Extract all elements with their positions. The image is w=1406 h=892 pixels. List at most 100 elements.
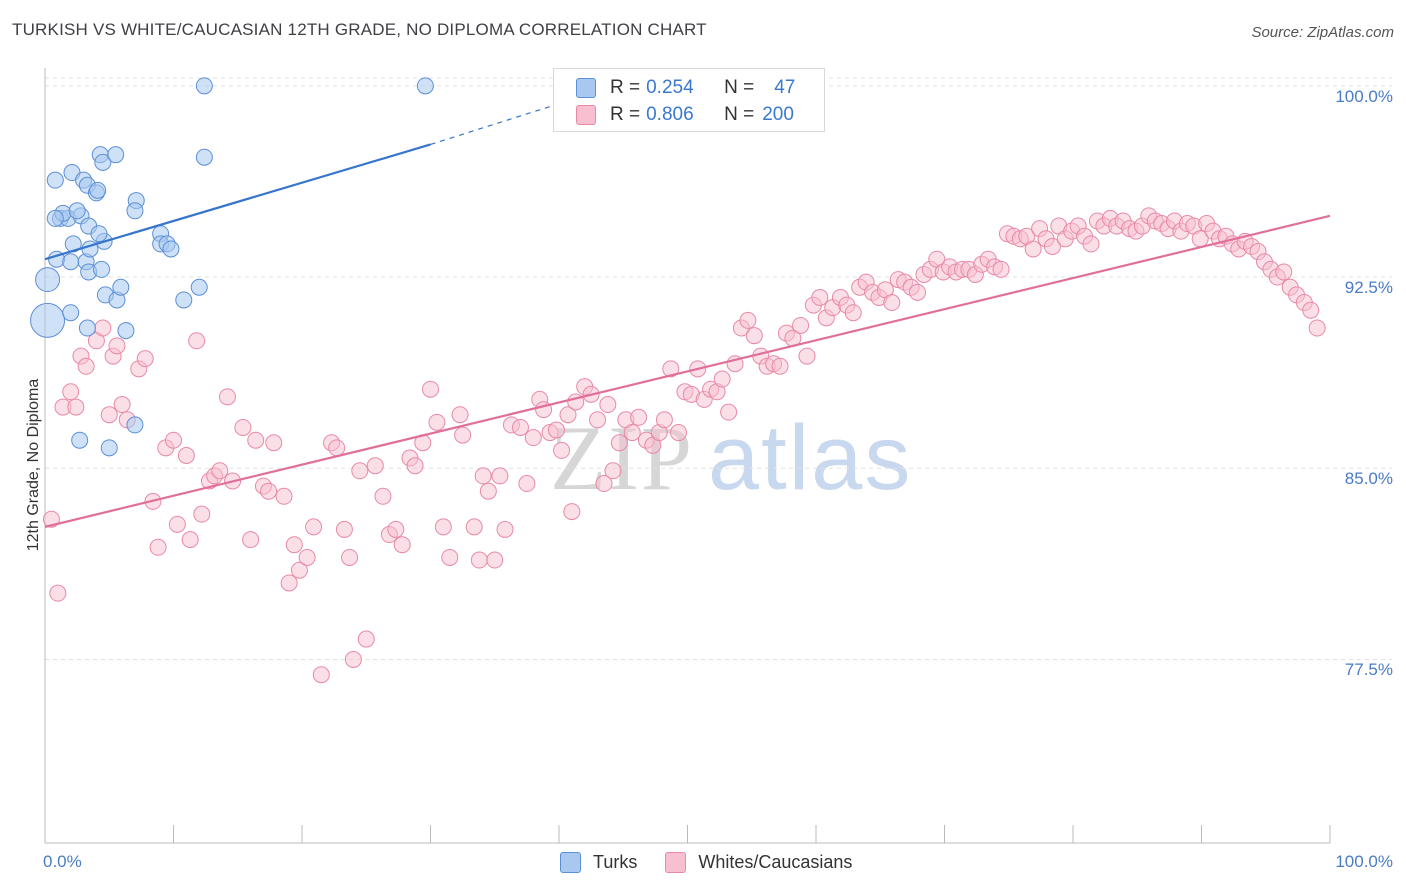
turks-point (30, 302, 66, 338)
white-caucasian-point (595, 475, 613, 493)
white-caucasian-point (422, 380, 439, 398)
white-caucasian-point (798, 347, 816, 365)
white-caucasian-point (434, 518, 452, 536)
white-caucasian-point (451, 406, 469, 424)
turks-point (117, 322, 135, 340)
turks-point (162, 240, 180, 258)
legend-row-whites: R = 0.806 N = 200 (576, 103, 794, 127)
turks-trend-extension (430, 103, 560, 146)
white-caucasian-point (553, 441, 571, 459)
legend-row-turks: R = 0.254 N = 47 (576, 76, 795, 100)
white-caucasian-point (275, 487, 293, 505)
turks-n-value: 47 (774, 77, 796, 98)
white-caucasian-point (181, 531, 199, 549)
turks-swatch (576, 78, 596, 98)
y-tick-label: 92.5% (1344, 278, 1393, 297)
white-caucasian-point (470, 551, 488, 569)
white-caucasian-point (247, 431, 265, 449)
turks-point (190, 278, 208, 296)
white-caucasian-point (193, 505, 211, 523)
white-caucasian-point (496, 520, 514, 538)
white-caucasian-point (883, 294, 901, 312)
whites-legend-swatch (665, 852, 687, 873)
white-caucasian-point (234, 418, 252, 436)
y-tick-label: 100.0% (1335, 87, 1393, 106)
white-caucasian-point (218, 388, 236, 406)
white-caucasian-point (599, 396, 617, 414)
watermark-atlas: atlas (708, 407, 913, 509)
white-caucasian-point (486, 551, 504, 569)
white-caucasian-point (305, 518, 323, 536)
white-caucasian-point (713, 370, 731, 388)
x-tick-label: 100.0% (1335, 852, 1393, 871)
x-tick-label: 0.0% (43, 852, 82, 871)
turks-r-label: R = (610, 77, 641, 98)
whites-swatch (576, 105, 596, 125)
white-caucasian-point (335, 520, 353, 538)
white-caucasian-point (108, 337, 126, 355)
white-caucasian-point (290, 561, 308, 579)
white-caucasian-point (62, 383, 80, 401)
white-caucasian-point (745, 327, 763, 345)
white-caucasian-point (265, 434, 283, 452)
white-caucasian-point (351, 462, 369, 480)
white-caucasian-point (844, 304, 862, 322)
white-caucasian-point (1308, 319, 1326, 337)
chart-title: TURKISH VS WHITE/CAUCASIAN 12TH GRADE, N… (12, 20, 707, 39)
white-caucasian-point (909, 283, 927, 301)
white-caucasian-point (168, 515, 186, 533)
white-caucasian-point (610, 434, 628, 452)
white-caucasian-point (479, 482, 497, 500)
whites-n-value: 200 (762, 104, 794, 125)
white-caucasian-point (428, 413, 446, 431)
white-caucasian-point (465, 518, 483, 536)
turks-point (100, 439, 118, 457)
series-legend: Turks Whites/Caucasians (560, 852, 880, 873)
turks-legend-swatch (560, 852, 581, 873)
white-caucasian-point (454, 426, 472, 444)
turks-point (90, 225, 108, 243)
turks-point (416, 77, 434, 95)
white-caucasian-point (285, 536, 303, 554)
white-caucasian-point (670, 424, 688, 442)
turks-trend-line (44, 143, 431, 261)
white-caucasian-point (341, 548, 359, 566)
white-caucasian-point (720, 403, 738, 421)
turks-point (46, 171, 64, 189)
white-caucasian-point (1024, 240, 1042, 258)
source-label: Source: ZipAtlas.com (1251, 24, 1394, 41)
turks-point (107, 146, 125, 164)
white-caucasian-point (792, 316, 810, 334)
turks-r-value: 0.254 (646, 77, 694, 98)
white-caucasian-point (344, 650, 362, 668)
white-caucasian-point (524, 429, 542, 447)
white-caucasian-point (662, 360, 680, 378)
turks-legend-label: Turks (593, 852, 638, 872)
whites-n-label: N = (724, 104, 755, 125)
turks-point (35, 267, 61, 293)
white-caucasian-point (100, 406, 118, 424)
white-caucasian-point (491, 467, 509, 485)
legend-item-whites: Whites/Caucasians (665, 852, 852, 873)
white-caucasian-point (357, 630, 375, 648)
white-caucasian-point (94, 319, 112, 337)
turks-point (89, 181, 107, 199)
white-caucasian-point (623, 424, 641, 442)
white-caucasian-point (188, 332, 206, 350)
whites-trend-line (44, 214, 1331, 528)
white-caucasian-point (67, 398, 85, 416)
white-caucasian-point (242, 531, 260, 549)
white-caucasian-point (177, 447, 195, 464)
turks-point (126, 416, 144, 434)
white-caucasian-point (406, 457, 424, 475)
white-caucasian-point (77, 357, 95, 375)
white-caucasian-point (136, 350, 154, 368)
turks-n-label: N = (724, 77, 755, 98)
turks-point (112, 278, 130, 296)
legend-item-turks: Turks (560, 852, 637, 873)
white-caucasian-point (518, 475, 536, 493)
turks-point (126, 202, 144, 220)
white-caucasian-point (328, 439, 346, 457)
white-caucasian-point (511, 418, 529, 436)
